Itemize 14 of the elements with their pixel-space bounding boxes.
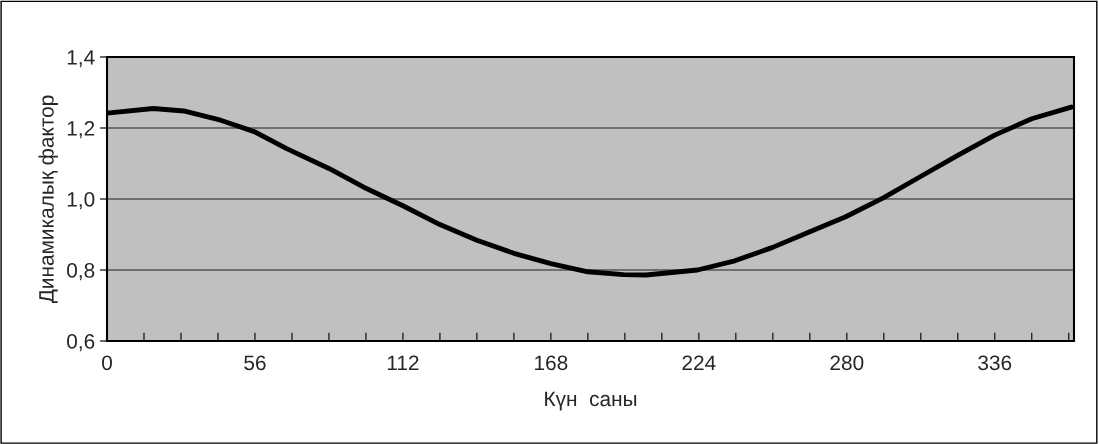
y-tick-label: 1,4 <box>67 50 95 68</box>
y-axis-title: Динамикалық фактор <box>38 95 58 304</box>
x-tick-label: 112 <box>387 355 419 370</box>
x-tick-label: 224 <box>682 355 716 370</box>
x-tick-label: 0 <box>102 355 112 371</box>
x-tick-label: 280 <box>830 355 864 371</box>
x-axis-title: Күн саны <box>545 391 637 411</box>
x-tick-label: 56 <box>244 355 266 371</box>
x-tick-label: 336 <box>978 355 1012 371</box>
y-tick-label: 1,0 <box>67 192 95 210</box>
y-tick-label: 0,8 <box>67 263 95 281</box>
x-tick-label: 168 <box>535 355 568 371</box>
y-tick-label: 1,2 <box>67 121 95 139</box>
y-tick-label: 0,6 <box>67 334 95 352</box>
